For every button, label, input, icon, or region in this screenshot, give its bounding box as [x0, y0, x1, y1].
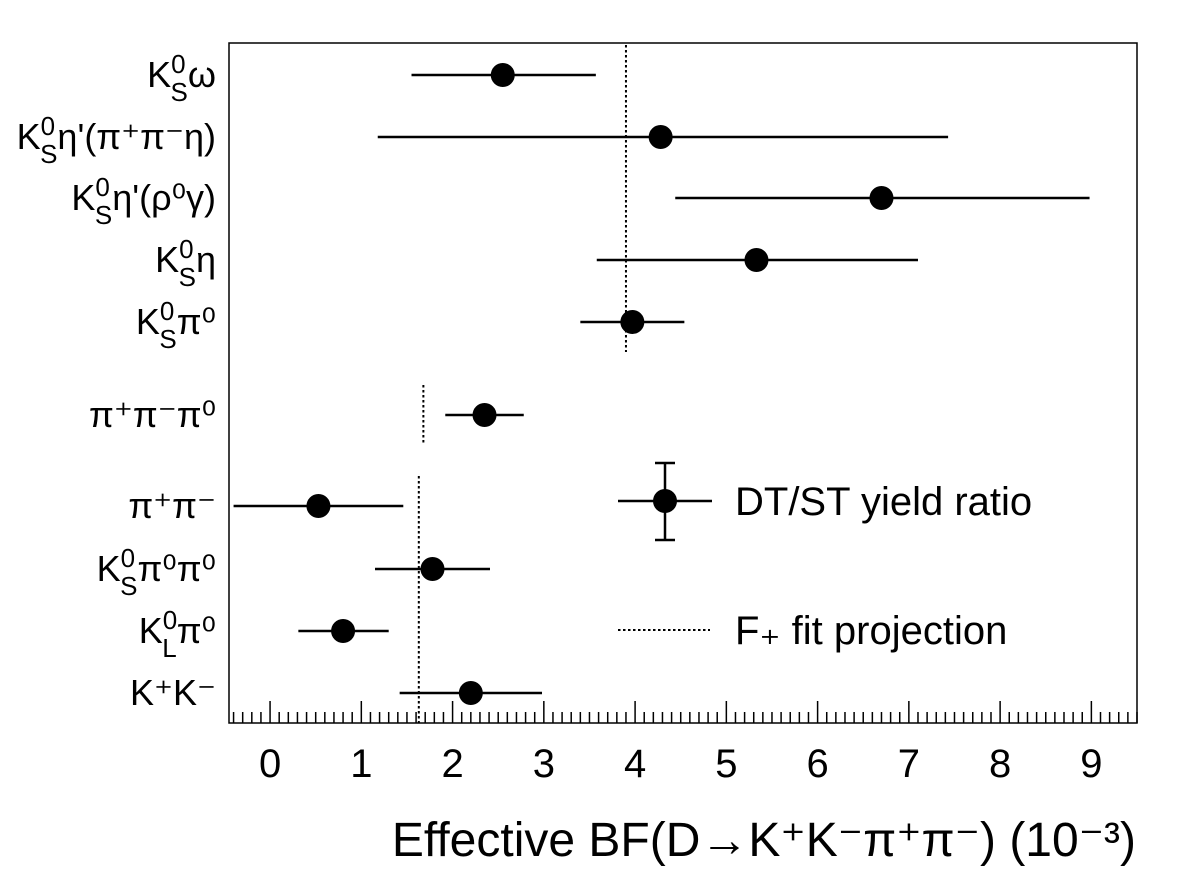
data-point-group [675, 186, 1090, 210]
tick-label: 3 [533, 742, 555, 786]
data-point [306, 494, 331, 518]
category-label: K0 Sη'(ρ⁰γ) [71, 172, 216, 230]
legend-label-fit: F₊ fit projection [735, 609, 1007, 653]
fit-projections [417, 45, 627, 723]
x-axis-ticks [232, 701, 1138, 723]
tick-label: 5 [715, 742, 737, 786]
category-label: K0 Sω [147, 49, 216, 107]
x-axis-tick-labels: 0 1 2 3 4 5 6 7 8 9 [259, 742, 1103, 786]
x-axis-title: Effective BF(D→K⁺K⁻π⁺π⁻) (10⁻³) [392, 814, 1136, 867]
data-point [648, 125, 673, 149]
category-label: K0 Lπ⁰ [139, 605, 216, 663]
category-label: K0 Sπ⁰π⁰ [97, 543, 216, 601]
data-point-group [580, 310, 685, 334]
data-point [331, 619, 356, 643]
tick-label: 8 [989, 742, 1011, 786]
tick-label: 2 [441, 742, 463, 786]
category-label: π⁺π⁻ [128, 485, 216, 526]
data-point [458, 681, 483, 705]
data-point [490, 63, 515, 87]
tick-label: 1 [350, 742, 372, 786]
tick-label: 9 [1080, 742, 1102, 786]
data-point-group [298, 619, 389, 643]
data-point [744, 248, 769, 272]
data-point-group [445, 403, 524, 427]
data-point [620, 310, 645, 334]
data-point-group [411, 63, 596, 87]
legend-label-dt-st: DT/ST yield ratio [735, 480, 1032, 524]
data-point [869, 186, 894, 210]
data-point [420, 557, 445, 581]
data-point-group [375, 557, 490, 581]
tick-label: 0 [259, 742, 281, 786]
legend-marker-dot [653, 489, 677, 513]
legend: DT/ST yield ratio F₊ fit projection [618, 461, 1032, 653]
data-point [472, 403, 497, 427]
data-point-group [233, 494, 404, 518]
category-label: K0 Sη'(π⁺π⁻η) [17, 111, 216, 169]
data-points [233, 63, 1090, 705]
tick-label: 6 [806, 742, 828, 786]
category-label: K0 Sπ⁰ [136, 296, 216, 354]
data-point-group [399, 681, 543, 705]
category-label: K0 Sη [155, 234, 216, 292]
tick-label: 7 [898, 742, 920, 786]
category-label: π⁺π⁻π⁰ [89, 394, 216, 435]
data-point-group [596, 248, 918, 272]
plot-frame [228, 42, 1138, 724]
tick-label: 4 [624, 742, 646, 786]
data-point-group [377, 125, 949, 149]
category-label: K⁺K⁻ [130, 672, 216, 713]
